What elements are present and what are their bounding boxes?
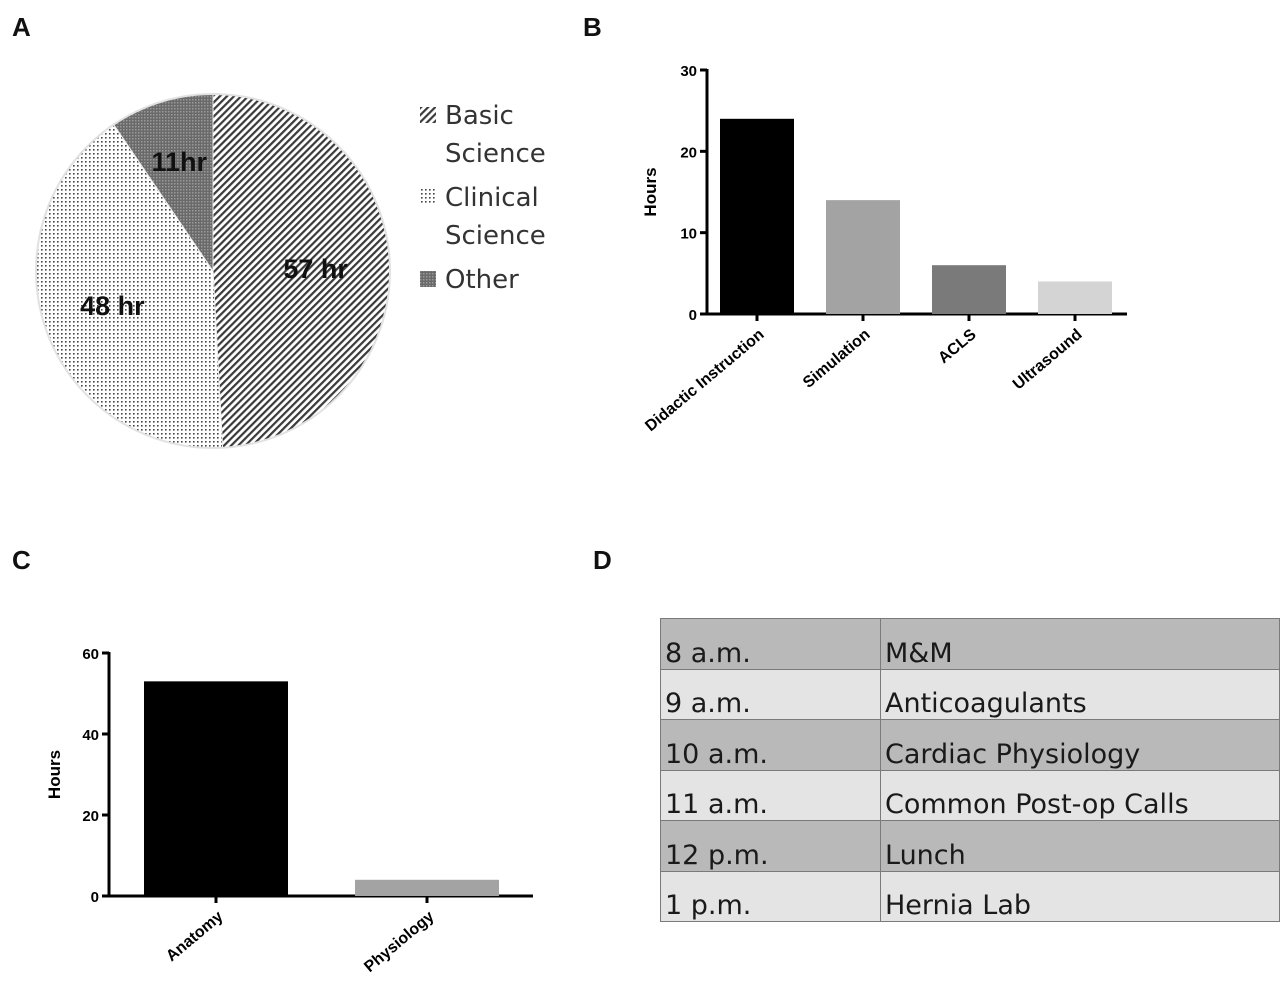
bar-anatomy bbox=[144, 681, 288, 896]
panel-label-b: B bbox=[583, 12, 602, 42]
y-tick-label-0: 0 bbox=[689, 307, 697, 324]
legend-swatch-clinical-science bbox=[420, 189, 436, 205]
pie-data-label-other: 11hr bbox=[151, 147, 207, 177]
legend-label-basic-science-2: Science bbox=[445, 139, 546, 169]
bar-simulation bbox=[826, 200, 900, 314]
schedule-table: 8 a.m. M&M 9 a.m. Anticoagulants 10 a.m. Card… bbox=[660, 618, 1280, 922]
schedule-event: Anticoagulants bbox=[880, 668, 1280, 720]
x-tick-label-anatomy: Anatomy bbox=[163, 908, 226, 965]
y-tick-label-20: 20 bbox=[82, 808, 99, 825]
schedule-event: Common Post-op Calls bbox=[880, 769, 1280, 821]
panel-label-a: A bbox=[12, 12, 31, 42]
schedule-time: 11 a.m. bbox=[660, 769, 881, 821]
schedule-row: 8 a.m. M&M bbox=[660, 618, 1280, 670]
legend-label-clinical-science-2: Science bbox=[445, 221, 546, 251]
x-tick-label-physiology: Physiology bbox=[361, 908, 437, 976]
schedule-row: 10 a.m. Cardiac Physiology bbox=[660, 719, 1280, 771]
schedule-time: 9 a.m. bbox=[660, 668, 881, 720]
legend-label-basic-science-1: Basic bbox=[445, 101, 514, 131]
y-tick-label-60: 60 bbox=[82, 646, 99, 663]
x-tick-label-simulation: Simulation bbox=[800, 326, 874, 392]
y-axis-title: Hours bbox=[641, 167, 660, 216]
schedule-event: Lunch bbox=[880, 820, 1280, 872]
pie-outline bbox=[35, 93, 391, 449]
bar-physiology bbox=[355, 879, 499, 896]
panel-label-c: C bbox=[12, 545, 31, 575]
bar-ultrasound bbox=[1038, 281, 1112, 314]
legend-label-other-1: Other bbox=[445, 265, 519, 295]
bar-chart-training-hours: 0 10 20 30 Hours Didactic Instruction Simulati… bbox=[641, 63, 1127, 435]
y-tick-label-20: 20 bbox=[680, 144, 697, 161]
schedule-row: 12 p.m. Lunch bbox=[660, 820, 1280, 872]
pie-data-label-clinical-science: 48 hr bbox=[80, 291, 145, 321]
y-tick-label-40: 40 bbox=[82, 727, 99, 744]
y-axis-title: Hours bbox=[45, 750, 64, 799]
y-tick-label-30: 30 bbox=[680, 63, 697, 80]
x-tick-label-didactic-instruction: Didactic Instruction bbox=[642, 326, 767, 435]
bar-acls bbox=[932, 265, 1006, 314]
schedule-row: 11 a.m. Common Post-op Calls bbox=[660, 769, 1280, 821]
schedule-event: M&M bbox=[880, 618, 1280, 670]
schedule-time: 8 a.m. bbox=[660, 618, 881, 670]
schedule-time: 1 p.m. bbox=[660, 870, 881, 922]
y-tick-label-0: 0 bbox=[91, 889, 99, 906]
legend-swatch-other bbox=[420, 271, 436, 287]
panel-label-d: D bbox=[593, 545, 612, 575]
schedule-time: 10 a.m. bbox=[660, 719, 881, 771]
bar-didactic-instruction bbox=[720, 118, 794, 314]
y-tick-label-10: 10 bbox=[680, 226, 697, 243]
legend-label-clinical-science-1: Clinical bbox=[445, 183, 539, 213]
bar-chart-basic-science-hours: 0 20 40 60 Hours Anatomy Physiology bbox=[45, 646, 533, 976]
schedule-row: 9 a.m. Anticoagulants bbox=[660, 668, 1280, 720]
schedule-event: Hernia Lab bbox=[880, 870, 1280, 922]
legend-swatch-basic-science bbox=[420, 107, 436, 123]
pie-data-label-basic-science: 57 hr bbox=[283, 254, 348, 284]
x-tick-label-ultrasound: Ultrasound bbox=[1010, 326, 1086, 393]
schedule-time: 12 p.m. bbox=[660, 820, 881, 872]
pie-chart: 57 hr 48 hr 11hr Basic Science Clinical Scien… bbox=[35, 93, 546, 449]
schedule-event: Cardiac Physiology bbox=[880, 719, 1280, 771]
schedule-row: 1 p.m. Hernia Lab bbox=[660, 870, 1280, 922]
x-tick-label-acls: ACLS bbox=[935, 326, 980, 367]
